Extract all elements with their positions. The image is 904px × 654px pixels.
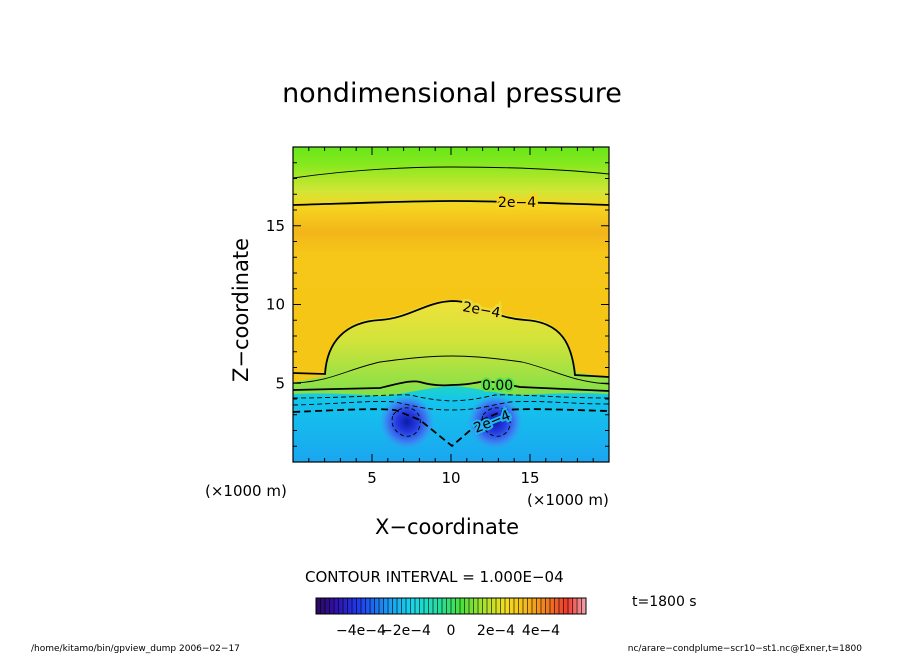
y-axis-label: Z−coordinate — [229, 238, 253, 382]
y-axis-unit: (×1000 m) — [205, 482, 287, 500]
footer-right: nc/arare−condplume−scr10−st1.nc@Exner,t=… — [628, 644, 862, 654]
colorbar-tick-label: −2e−4 — [381, 623, 431, 639]
y-tick-label: 15 — [266, 217, 285, 235]
footer-left: /home/kitamo/bin/gpview_dump 2006−02−17 — [31, 644, 240, 654]
contour-line — [293, 166, 609, 179]
y-tick-label: 10 — [266, 296, 285, 314]
colorbar-ticks — [320, 598, 582, 614]
colorbar-tick-label: 0 — [447, 623, 456, 639]
contour-layer — [293, 166, 609, 448]
lower-field-shading — [293, 386, 609, 462]
contour-interval-text: CONTOUR INTERVAL = 1.000E−04 — [305, 568, 564, 586]
contour-label: 2e−4 — [498, 195, 536, 211]
contour-line — [293, 408, 609, 448]
x-tick-label: 5 — [367, 469, 377, 487]
colorbar-tick-label: −4e−4 — [336, 623, 386, 639]
left-low-center — [379, 394, 435, 450]
shading-layer — [293, 147, 609, 462]
colorbar-tick-label: 4e−4 — [522, 623, 560, 639]
contour-line — [293, 300, 609, 378]
x-tick-label: 15 — [520, 469, 539, 487]
x-axis-label: X−coordinate — [375, 515, 519, 539]
chart-title: nondimensional pressure — [282, 78, 622, 109]
contour-line — [293, 355, 609, 385]
x-axis-unit: (×1000 m) — [527, 491, 609, 509]
tick-label-layer: 5 10 15 5 10 15 — [266, 217, 540, 487]
contour-line — [293, 380, 609, 392]
contour-line — [293, 400, 609, 411]
tick-layer — [293, 147, 609, 462]
time-text: t=1800 s — [632, 594, 697, 610]
contour-line — [391, 407, 421, 437]
contour-line — [293, 200, 609, 206]
contour-line — [293, 394, 609, 402]
contour-label: 0.00 — [482, 378, 513, 394]
y-tick-label: 5 — [275, 374, 285, 392]
colorbar-tick-label: 2e−4 — [477, 623, 515, 639]
colorbar-labels: −4e−4−2e−4 0 2e−4 4e−4 — [336, 623, 560, 639]
contour-line — [481, 407, 511, 437]
x-tick-label: 10 — [441, 469, 460, 487]
